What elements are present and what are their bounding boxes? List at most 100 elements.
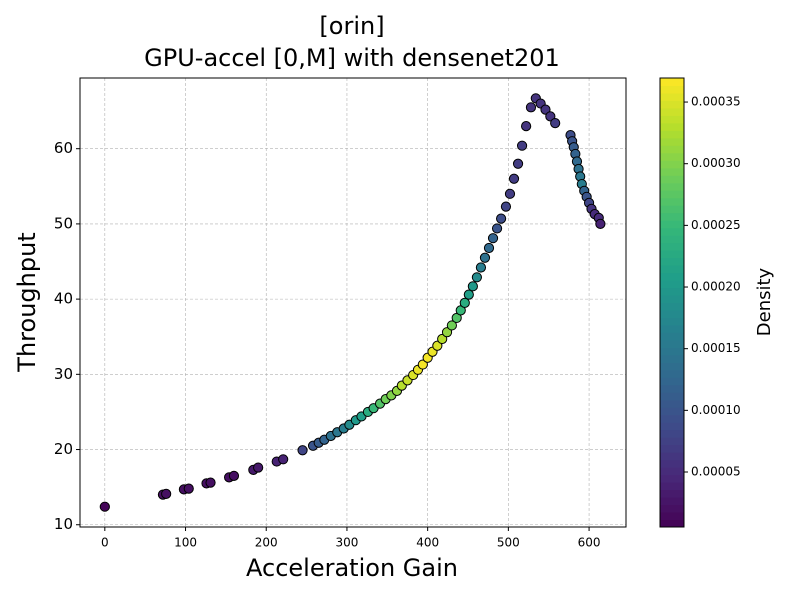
point bbox=[491, 223, 503, 234]
colorbar-slice bbox=[660, 309, 684, 318]
point bbox=[459, 297, 470, 308]
colorbar-slice bbox=[660, 257, 684, 266]
y-axis-label: Throughput bbox=[13, 232, 41, 372]
point bbox=[432, 340, 443, 351]
colorbar-slice bbox=[660, 235, 684, 244]
colorbar-slice bbox=[660, 407, 684, 416]
point bbox=[278, 454, 289, 465]
colorbar-slice bbox=[660, 287, 684, 296]
colorbar-slice bbox=[660, 250, 684, 259]
point bbox=[183, 483, 194, 494]
colorbar-tick-label: 0.00005 bbox=[691, 465, 741, 479]
colorbar-slice bbox=[660, 137, 684, 146]
point bbox=[540, 104, 551, 115]
point bbox=[417, 359, 428, 370]
colorbar-slice bbox=[660, 459, 684, 468]
y-tick-label: 50 bbox=[54, 214, 73, 232]
point bbox=[228, 470, 240, 481]
colorbar-slice bbox=[660, 227, 684, 236]
colorbar-label: Density bbox=[754, 267, 775, 336]
point bbox=[99, 501, 110, 512]
point bbox=[475, 262, 487, 273]
point bbox=[525, 102, 537, 113]
point bbox=[446, 320, 457, 331]
point bbox=[521, 121, 532, 132]
point bbox=[205, 477, 216, 488]
x-tick-label: 500 bbox=[497, 536, 520, 550]
point bbox=[471, 272, 482, 283]
y-tick-label: 40 bbox=[54, 290, 73, 308]
colorbar-slice bbox=[660, 474, 684, 483]
colorbar-slice bbox=[660, 422, 684, 431]
colorbar-slice bbox=[660, 362, 684, 371]
colorbar-slice bbox=[660, 384, 684, 393]
colorbar-slice bbox=[660, 265, 684, 274]
colorbar-slice bbox=[660, 519, 684, 528]
y-tick-label: 30 bbox=[54, 365, 73, 383]
point bbox=[496, 213, 507, 224]
colorbar-slice bbox=[660, 167, 684, 176]
x-tick-label: 300 bbox=[335, 536, 358, 550]
colorbar-slice bbox=[660, 414, 684, 423]
point bbox=[297, 445, 308, 456]
point bbox=[441, 327, 453, 338]
colorbar-slice bbox=[660, 444, 684, 453]
point bbox=[467, 281, 478, 292]
colorbar-slice bbox=[660, 504, 684, 513]
point bbox=[253, 462, 264, 473]
colorbar-slice bbox=[660, 212, 684, 221]
colorbar-slice bbox=[660, 122, 684, 131]
point bbox=[437, 333, 448, 345]
point bbox=[479, 252, 491, 263]
point bbox=[508, 173, 520, 184]
colorbar-slice bbox=[660, 280, 684, 289]
colorbar-tick-label: 0.00020 bbox=[691, 280, 741, 294]
y-tick-label: 20 bbox=[54, 440, 73, 458]
colorbar-slice bbox=[660, 489, 684, 498]
colorbar-slice bbox=[660, 205, 684, 214]
colorbar-slice bbox=[660, 347, 684, 356]
colorbar-tick-label: 0.00030 bbox=[691, 156, 741, 170]
colorbar-tick-label: 0.00025 bbox=[691, 218, 741, 232]
x-tick-label: 0 bbox=[101, 536, 109, 550]
colorbar-slice bbox=[660, 152, 684, 161]
x-tick-label: 400 bbox=[416, 536, 439, 550]
colorbar-tick-label: 0.00015 bbox=[691, 341, 741, 355]
chart-title: GPU-accel [0,M] with densenet201 bbox=[144, 44, 560, 72]
colorbar-slice bbox=[660, 354, 684, 363]
colorbar-slice bbox=[660, 130, 684, 139]
colorbar-slice bbox=[660, 317, 684, 326]
colorbar-slice bbox=[660, 92, 684, 101]
colorbar-slice bbox=[660, 197, 684, 206]
colorbar-slice bbox=[660, 452, 684, 461]
colorbar-tick-label: 0.00035 bbox=[691, 95, 741, 109]
x-tick-label: 100 bbox=[174, 536, 197, 550]
colorbar-slice bbox=[660, 220, 684, 229]
colorbar-slice bbox=[660, 302, 684, 311]
colorbar-slice bbox=[660, 437, 684, 446]
colorbar-slice bbox=[660, 467, 684, 476]
y-tick-label: 60 bbox=[54, 139, 73, 157]
colorbar-slice bbox=[660, 399, 684, 408]
colorbar-slice bbox=[660, 497, 684, 506]
plot-frame bbox=[79, 77, 627, 528]
point bbox=[161, 488, 172, 500]
point bbox=[512, 158, 524, 169]
colorbar-slice bbox=[660, 377, 684, 386]
colorbar-slice bbox=[660, 324, 684, 333]
point bbox=[500, 201, 512, 212]
y-tick-label: 10 bbox=[54, 515, 73, 533]
colorbar-slice bbox=[660, 175, 684, 184]
colorbar-slice bbox=[660, 242, 684, 251]
colorbar-slice bbox=[660, 78, 684, 86]
colorbar-slice bbox=[660, 332, 684, 341]
colorbar-slice bbox=[660, 272, 684, 281]
colorbar-slice bbox=[660, 339, 684, 348]
colorbar-slice bbox=[660, 160, 684, 169]
colorbar-slice bbox=[660, 190, 684, 199]
chart-title: [orin] bbox=[319, 12, 384, 40]
colorbar-frame bbox=[659, 77, 685, 528]
colorbar-slice bbox=[660, 392, 684, 401]
colorbar-slice bbox=[660, 295, 684, 303]
